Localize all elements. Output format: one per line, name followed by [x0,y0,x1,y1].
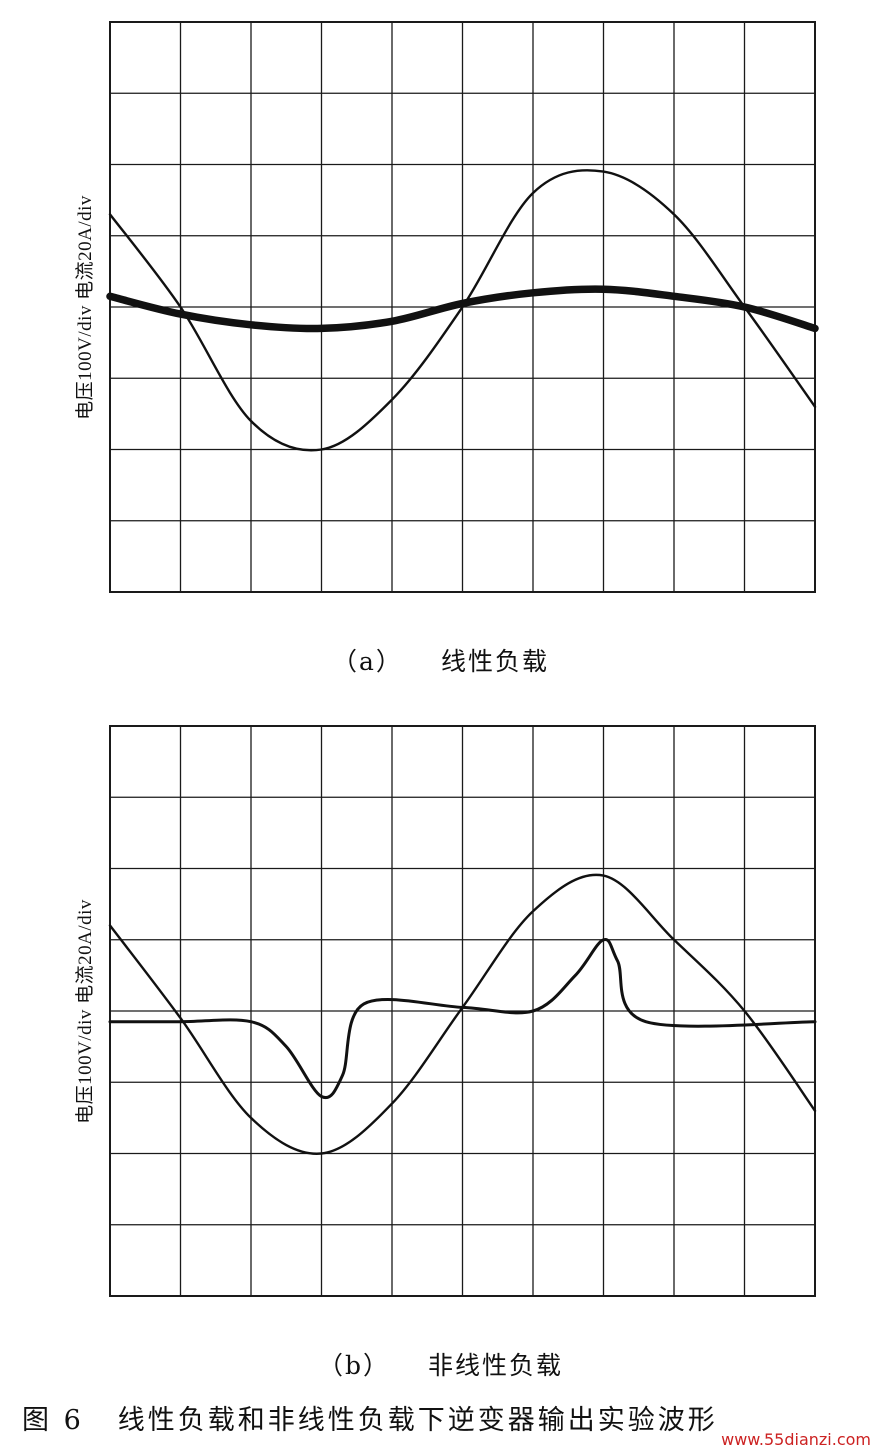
scope-plot-b [108,725,817,1297]
figure-caption-text: 线性负载和非线性负载下逆变器输出实验波形 [117,1405,718,1436]
watermark: www.55dianzi.com [717,1430,875,1449]
y-axis-label-b: 电压100V/div 电流20A/div [74,898,96,1124]
current-trace-0 [106,285,819,333]
panel-b: 电压100V/div 电流20A/div （b） 非线性负载 [0,700,881,1390]
y-axis-label-a: 电压100V/div 电流20A/div [74,194,96,420]
figure-caption: 图 6 线性负载和非线性负载下逆变器输出实验波形 [22,1398,862,1437]
scope-plot-a [106,21,819,593]
subfigure-title-b: 非线性负载 [428,1351,564,1380]
subfigure-title-a: 线性负载 [440,647,549,676]
figure-number: 图 6 [22,1405,84,1436]
grid-1 [109,725,816,1297]
current-trace-1 [108,937,817,1100]
subfigure-label-b: （b） 非线性负载 [0,1346,881,1382]
subfigure-tag-b: （b） [317,1351,390,1380]
subfigure-label-a: （a） 线性负载 [0,642,881,678]
panel-a: 电压100V/div 电流20A/div （a） 线性负载 [0,0,881,700]
subfigure-tag-a: （a） [332,647,403,676]
